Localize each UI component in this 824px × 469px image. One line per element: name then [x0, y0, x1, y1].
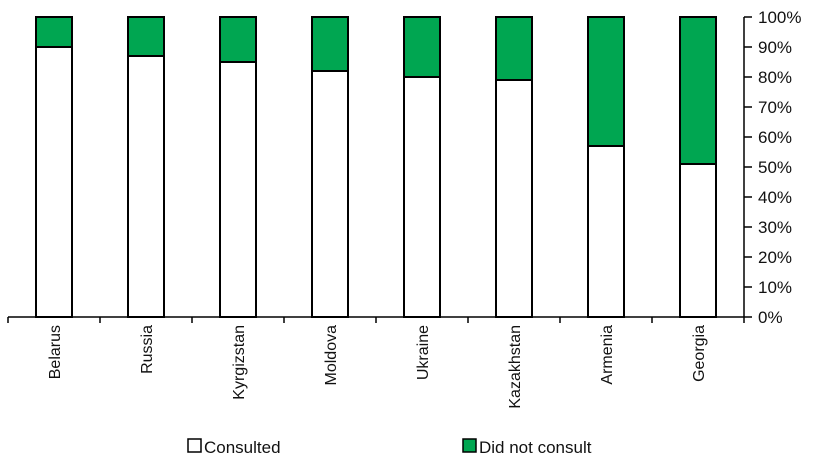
bar-segment-kazakhstan-0: [495, 79, 533, 318]
x-tick-label-kyrgizstan: Kyrgizstan: [231, 325, 248, 400]
legend: Consulted Did not consult: [187, 438, 592, 457]
bar-segment-moldova-0: [311, 70, 349, 318]
y-tick-label: 0%: [758, 308, 783, 327]
x-tick-label-georgia: Georgia: [691, 325, 708, 382]
bar-segment-ukraine-1: [403, 16, 441, 78]
bar-segment-russia-1: [127, 16, 165, 57]
y-tick-labels: 0% 10% 20% 30% 40% 50% 60% 70% 80% 90% 100%: [758, 8, 801, 327]
y-tick-label: 10%: [758, 278, 792, 297]
axis-layer: [7, 16, 752, 323]
bars-layer: [35, 16, 717, 318]
x-tick-label-belarus: Belarus: [47, 325, 64, 379]
bar-segment-kyrgizstan-0: [219, 61, 257, 318]
y-tick-label: 40%: [758, 188, 792, 207]
bar-segment-georgia-1: [679, 16, 717, 165]
x-tick-label-ukraine: Ukraine: [415, 325, 432, 380]
y-tick-label: 30%: [758, 218, 792, 237]
x-tick-label-moldova: Moldova: [323, 325, 340, 386]
bar-segment-moldova-1: [311, 16, 349, 72]
bar-segment-kyrgizstan-1: [219, 16, 257, 63]
y-tick-label: 60%: [758, 128, 792, 147]
bar-segment-belarus-1: [35, 16, 73, 48]
bar-segment-belarus-0: [35, 46, 73, 318]
legend-swatch-consulted: [187, 438, 202, 453]
y-tick-label: 20%: [758, 248, 792, 267]
y-tick-label: 70%: [758, 98, 792, 117]
x-tick-label-russia: Russia: [139, 325, 156, 374]
y-tick-label: 100%: [758, 8, 801, 27]
bar-segment-kazakhstan-1: [495, 16, 533, 81]
legend-label-did-not-consult: Did not consult: [479, 438, 592, 457]
bar-segment-ukraine-0: [403, 76, 441, 318]
legend-label-consulted: Consulted: [204, 438, 281, 457]
y-tick-label: 50%: [758, 158, 792, 177]
y-tick-label: 90%: [758, 38, 792, 57]
x-tick-label-armenia: Armenia: [599, 325, 616, 385]
bar-segment-armenia-1: [587, 16, 625, 147]
legend-swatch-did-not-consult: [462, 438, 477, 453]
x-tick-labels: Belarus Russia Kyrgizstan Moldova Ukraine Kaz…: [47, 325, 708, 409]
bar-segment-georgia-0: [679, 163, 717, 318]
x-tick-label-kazakhstan: Kazakhstan: [507, 325, 524, 409]
bar-segment-armenia-0: [587, 145, 625, 318]
bar-segment-russia-0: [127, 55, 165, 318]
y-tick-label: 80%: [758, 68, 792, 87]
